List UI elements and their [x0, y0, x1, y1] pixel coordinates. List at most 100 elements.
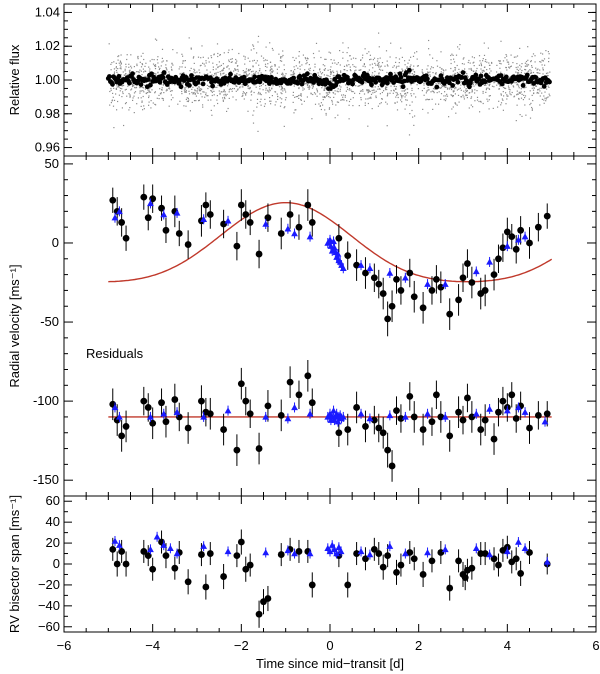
flux-raw-point: [133, 85, 135, 87]
flux-raw-point: [156, 59, 158, 61]
flux-raw-point: [351, 90, 353, 93]
flux-raw-point: [144, 76, 146, 78]
flux-raw-point: [414, 52, 416, 54]
flux-raw-point: [294, 109, 296, 111]
flux-raw-point: [274, 104, 276, 106]
flux-raw-point: [507, 85, 510, 87]
flux-raw-point: [517, 93, 519, 95]
flux-raw-point: [502, 109, 504, 111]
flux-raw-point: [300, 98, 302, 101]
flux-raw-point: [191, 88, 193, 90]
flux-raw-point: [266, 74, 268, 76]
flux-raw-point: [452, 95, 454, 98]
flux-raw-point: [148, 90, 150, 92]
flux-raw-point: [485, 87, 488, 89]
flux-raw-point: [428, 98, 431, 101]
flux-raw-point: [325, 112, 327, 115]
flux-raw-point: [519, 114, 521, 116]
flux-raw-point: [346, 100, 348, 102]
flux-raw-point: [299, 65, 301, 67]
flux-raw-point: [488, 108, 490, 110]
flux-raw-point: [427, 89, 429, 91]
flux-raw-point: [187, 100, 189, 103]
flux-raw-point: [242, 70, 244, 72]
flux-raw-point: [181, 83, 183, 85]
flux-raw-point: [517, 66, 519, 68]
flux-raw-point: [350, 98, 352, 100]
flux-raw-point: [238, 74, 240, 76]
flux-binned-point: [148, 82, 153, 88]
rv-point-black: [503, 228, 511, 236]
flux-raw-point: [363, 93, 366, 95]
flux-raw-point: [128, 63, 130, 65]
flux-raw-point: [400, 87, 402, 89]
flux-raw-point: [360, 84, 362, 86]
flux-raw-point: [524, 82, 526, 84]
flux-raw-point: [301, 103, 303, 105]
flux-raw-point: [135, 86, 138, 88]
flux-raw-point: [534, 79, 536, 81]
flux-raw-point: [322, 96, 324, 98]
flux-raw-point: [319, 68, 321, 70]
flux-raw-point: [370, 96, 372, 98]
flux-raw-point: [444, 86, 446, 88]
residual-point-blue: [424, 410, 431, 417]
flux-raw-point: [346, 86, 348, 88]
residual-point-black: [162, 418, 170, 426]
flux-raw-point: [223, 67, 225, 69]
flux-raw-point: [450, 59, 452, 61]
flux-raw-point: [513, 86, 515, 88]
flux-raw-point: [113, 99, 116, 101]
flux-raw-point: [305, 63, 307, 65]
flux-raw-point: [292, 72, 294, 74]
flux-raw-point: [282, 54, 284, 57]
flux-raw-point: [168, 105, 170, 107]
flux-raw-point: [409, 72, 411, 74]
flux-raw-point: [414, 115, 416, 117]
flux-raw-point: [544, 91, 546, 93]
flux-raw-point: [455, 54, 458, 56]
flux-raw-point: [516, 93, 518, 95]
flux-raw-point: [310, 92, 312, 94]
rv-point-blue: [424, 280, 431, 287]
rv-point-black: [144, 214, 152, 222]
flux-raw-point: [253, 72, 255, 75]
rv-point-black: [499, 244, 507, 252]
flux-raw-point: [344, 96, 346, 98]
flux-raw-point: [339, 90, 341, 92]
flux-raw-point: [196, 91, 198, 93]
flux-raw-point: [155, 65, 157, 67]
flux-raw-point: [349, 84, 351, 86]
flux-raw-point: [183, 72, 185, 74]
flux-raw-point: [172, 64, 174, 66]
flux-raw-point: [339, 64, 341, 66]
flux-raw-point: [518, 72, 520, 74]
flux-raw-point: [475, 84, 477, 86]
flux-raw-point: [349, 66, 351, 68]
flux-raw-point: [157, 71, 159, 73]
flux-raw-point: [331, 80, 333, 82]
flux-raw-point: [279, 105, 282, 107]
flux-raw-point: [329, 72, 332, 74]
flux-raw-point: [221, 91, 223, 93]
flux-raw-point: [212, 69, 214, 71]
flux-raw-point: [352, 64, 354, 66]
flux-raw-point: [210, 55, 212, 57]
residual-point-black: [158, 399, 165, 407]
flux-raw-point: [509, 76, 511, 78]
flux-raw-point: [450, 94, 452, 96]
flux-raw-point: [322, 99, 324, 101]
flux-raw-point: [387, 75, 389, 77]
bisector-point-black: [246, 561, 254, 569]
flux-raw-point: [450, 88, 453, 91]
flux-raw-point: [306, 96, 308, 98]
rv-point-blue: [262, 220, 270, 227]
rv-point-blue: [521, 233, 529, 240]
flux-raw-point: [372, 67, 374, 69]
flux-raw-point: [484, 66, 486, 68]
flux-raw-point: [276, 72, 278, 74]
flux-raw-point: [381, 98, 383, 100]
flux-raw-point: [252, 60, 254, 62]
flux-raw-point: [264, 65, 267, 67]
flux-raw-point: [143, 105, 145, 107]
